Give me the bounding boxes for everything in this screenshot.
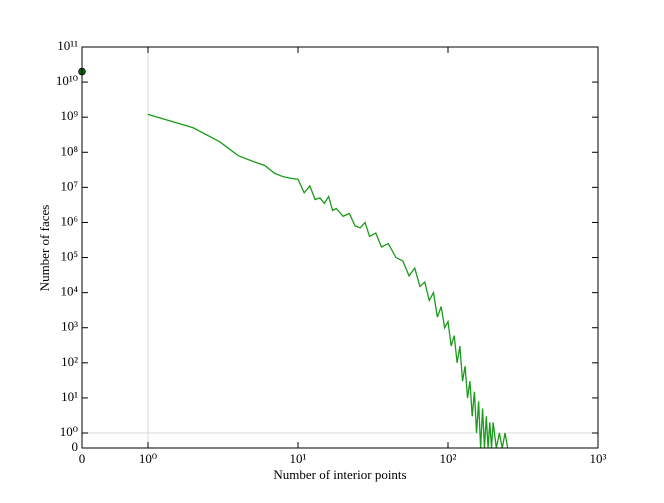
y-tick-label: 10⁸ (60, 143, 78, 158)
y-tick-label: 10⁵ (60, 249, 78, 264)
y-tick-label: 10¹ (61, 389, 78, 404)
x-tick-label: 10³ (590, 451, 607, 466)
x-tick-label: 0 (79, 451, 86, 466)
y-tick-label: 10⁶ (60, 213, 78, 228)
y-tick-label: 10⁴ (60, 284, 78, 299)
x-tick-label: 10² (440, 451, 457, 466)
x-tick-label: 10⁰ (139, 451, 157, 466)
y-tick-label: 10³ (61, 319, 78, 334)
y-tick-label: 10² (61, 354, 78, 369)
y-tick-label: 0 (72, 439, 79, 454)
y-tick-label: 10⁰ (60, 424, 78, 439)
y-tick-label: 10⁷ (60, 178, 78, 193)
plot-frame (81, 46, 599, 449)
y-axis-label: Number of faces (37, 205, 52, 292)
data-line (147, 113, 509, 449)
y-tick-label: 10¹¹ (57, 38, 78, 53)
x-tick-label: 10¹ (290, 451, 307, 466)
x-axis-label: Number of interior points (273, 467, 406, 482)
y-tick-label: 10¹⁰ (56, 73, 78, 88)
y-tick-label: 10⁹ (60, 108, 78, 123)
